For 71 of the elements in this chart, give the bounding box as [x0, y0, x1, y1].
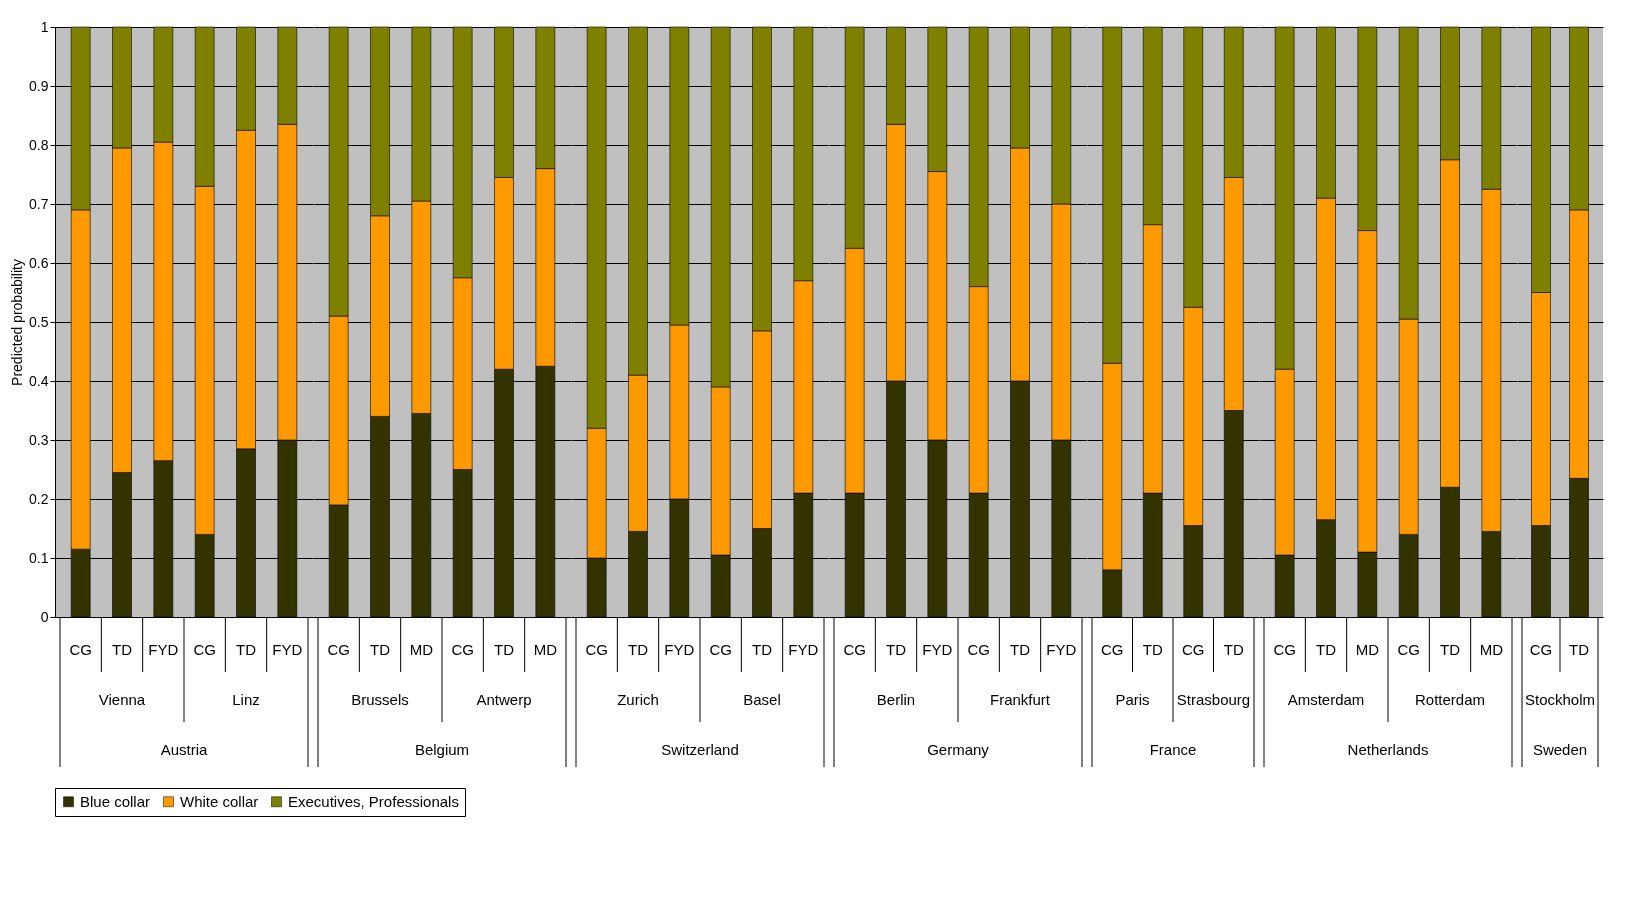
- x-tick-label: CG: [1101, 641, 1124, 658]
- x-tick-label: FYD: [148, 641, 179, 658]
- x-axis-title: Austria: [160, 741, 208, 758]
- text: Brussels: [351, 691, 409, 708]
- y-tick-label: 0.7: [29, 195, 49, 212]
- x-tick-label: MD: [533, 641, 558, 658]
- x-tick-label: CG: [585, 641, 608, 658]
- x-tick-label: CG: [327, 641, 350, 658]
- y-tick-label: 0.2: [29, 490, 49, 507]
- x-tick-label: MD: [1479, 641, 1504, 658]
- x-tick-label: CG: [709, 641, 732, 658]
- y-tick-label: 0.3: [29, 431, 49, 448]
- x-tick-label: CG: [843, 641, 866, 658]
- text: Paris: [1115, 691, 1150, 708]
- x-axis-title: France: [1149, 741, 1197, 758]
- y-tick-label: 0.6: [29, 254, 49, 271]
- text: Berlin: [876, 691, 916, 708]
- y-tick-label: 0: [40, 608, 49, 625]
- x-tick-label: TD: [1440, 641, 1461, 658]
- text: Vienna: [98, 691, 146, 708]
- x-tick-label: FYD: [664, 641, 695, 658]
- x-tick-label: FYD: [272, 641, 303, 658]
- x-axis-title: Switzerland: [661, 741, 739, 758]
- y-tick-label: 0.1: [29, 549, 49, 566]
- x-tick-label: CG: [967, 641, 990, 658]
- y-tick-label: 1: [40, 18, 49, 35]
- x-tick-label: TD: [1316, 641, 1337, 658]
- text: Stockholm: [1524, 691, 1596, 708]
- x-tick-label: TD: [886, 641, 907, 658]
- y-tick-label: 0.8: [29, 136, 49, 153]
- x-tick-label: CG: [69, 641, 92, 658]
- x-axis-title: Netherlands: [1347, 741, 1429, 758]
- x-tick-label: CG: [1273, 641, 1296, 658]
- text: Amsterdam: [1287, 691, 1365, 708]
- y-tick-label: 0.5: [29, 313, 49, 330]
- x-tick-label: MD: [409, 641, 434, 658]
- x-tick-label: TD: [494, 641, 515, 658]
- y-tick-label: 0.9: [29, 77, 49, 94]
- x-tick-label: TD: [112, 641, 133, 658]
- x-tick-label: TD: [1142, 641, 1163, 658]
- x-axis-title: Sweden: [1532, 741, 1588, 758]
- x-tick-label: FYD: [922, 641, 953, 658]
- x-tick-label: TD: [752, 641, 773, 658]
- text: Basel: [743, 691, 781, 708]
- x-tick-label: CG: [193, 641, 216, 658]
- x-axis-title: Belgium: [414, 741, 470, 758]
- x-tick-label: TD: [1223, 641, 1244, 658]
- legend-label: Executives, Professionals: [288, 792, 459, 810]
- legend-label: Blue collar: [80, 792, 151, 810]
- x-tick-label: TD: [370, 641, 391, 658]
- y-tick-label: 0.4: [29, 372, 49, 389]
- legend-label: White collar: [180, 792, 259, 810]
- x-tick-label: TD: [628, 641, 649, 658]
- x-tick-label: CG: [1397, 641, 1420, 658]
- x-tick-label: FYD: [1046, 641, 1077, 658]
- x-axis-title: Germany: [927, 741, 990, 758]
- x-tick-label: MD: [1355, 641, 1380, 658]
- x-tick-label: CG: [1529, 641, 1553, 658]
- x-tick-label: CG: [451, 641, 474, 658]
- x-tick-label: TD: [236, 641, 257, 658]
- text: Antwerp: [476, 691, 532, 708]
- text: Frankfurt: [989, 691, 1051, 708]
- y-axis-title: Predicted probability: [9, 259, 26, 386]
- x-tick-label: TD: [1010, 641, 1031, 658]
- x-tick-label: FYD: [788, 641, 819, 658]
- x-tick-label: CG: [1182, 641, 1205, 658]
- text: Strasbourg: [1176, 691, 1251, 708]
- text: Linz: [232, 691, 260, 708]
- x-tick-label: TD: [1569, 641, 1590, 658]
- text: Zurich: [617, 691, 659, 708]
- text: Rotterdam: [1414, 691, 1486, 708]
